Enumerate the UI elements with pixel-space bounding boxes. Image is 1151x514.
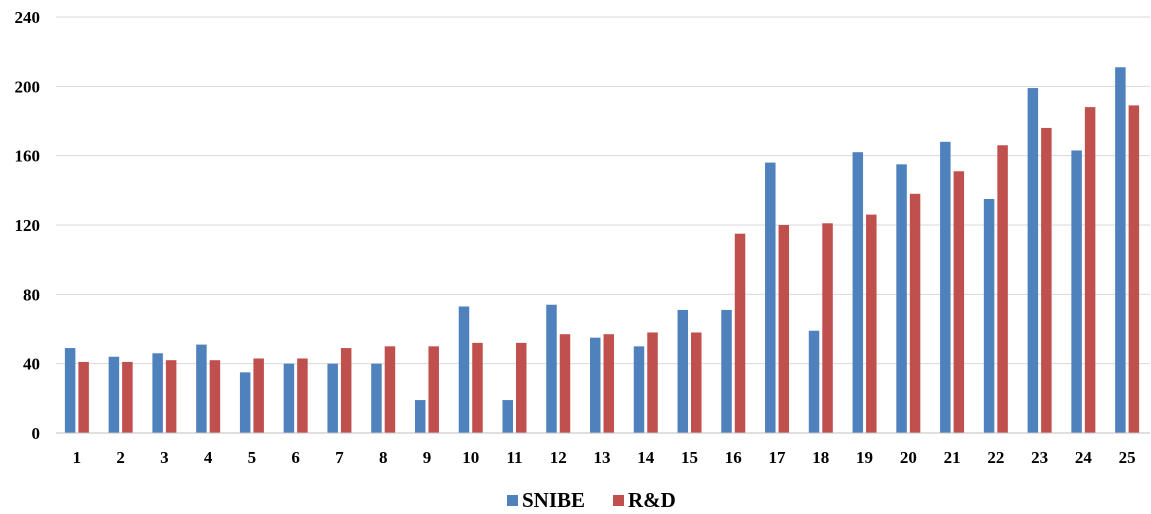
y-tick-label: 80 (23, 285, 40, 304)
legend-swatch (613, 495, 624, 506)
bar-rd-3 (165, 360, 177, 433)
legend-label: R&D (628, 488, 676, 512)
bar-rd-4 (209, 360, 221, 433)
y-tick-label: 0 (32, 424, 41, 443)
bar-snibe-1 (64, 348, 76, 433)
x-tick-label: 15 (681, 448, 698, 467)
bar-rd-16 (734, 233, 746, 433)
bar-snibe-22 (983, 199, 995, 433)
bar-rd-20 (909, 193, 921, 433)
bar-rd-15 (691, 332, 702, 433)
bar-rd-5 (253, 358, 264, 433)
x-tick-label: 3 (160, 448, 169, 467)
bar-rd-18 (822, 223, 833, 433)
bar-rd-12 (559, 334, 571, 433)
bar-rd-21 (953, 171, 965, 433)
x-tick-label: 24 (1075, 448, 1093, 467)
x-tick-label: 10 (462, 448, 479, 467)
bar-snibe-9 (414, 400, 426, 433)
x-tick-label: 21 (944, 448, 961, 467)
x-tick-label: 19 (856, 448, 873, 467)
bar-snibe-14 (633, 346, 645, 433)
y-tick-label: 120 (15, 216, 41, 235)
x-tick-label: 22 (987, 448, 1004, 467)
x-tick-label: 12 (550, 448, 567, 467)
bar-snibe-19 (852, 152, 864, 433)
y-tick-label: 40 (23, 355, 40, 374)
x-tick-label: 13 (594, 448, 611, 467)
x-tick-label: 1 (73, 448, 82, 467)
bar-snibe-23 (1027, 88, 1039, 434)
x-tick-label: 14 (637, 448, 655, 467)
legend: SNIBE R&D (507, 488, 676, 512)
bar-rd-7 (340, 348, 352, 433)
bar-rd-11 (515, 342, 527, 433)
bar-snibe-3 (152, 353, 163, 433)
legend-label: SNIBE (522, 488, 585, 512)
x-tick-label: 17 (769, 448, 787, 467)
bar-rd-1 (78, 361, 89, 433)
x-tick-label: 6 (291, 448, 300, 467)
bar-snibe-5 (239, 372, 251, 433)
bar-rd-2 (122, 361, 133, 433)
bar-snibe-7 (327, 363, 338, 433)
bar-rd-10 (472, 342, 483, 433)
y-tick-label: 160 (15, 147, 41, 166)
bar-snibe-13 (590, 337, 601, 433)
bar-rd-23 (1041, 127, 1052, 433)
bar-snibe-20 (896, 164, 907, 434)
x-tick-label: 4 (204, 448, 213, 467)
bar-rd-19 (866, 214, 877, 433)
bar-rd-6 (297, 358, 308, 433)
x-tick-label: 8 (379, 448, 388, 467)
x-tick-label: 5 (248, 448, 257, 467)
x-tick-label: 9 (423, 448, 432, 467)
bar-rd-9 (428, 346, 439, 433)
gridlines (56, 16, 1150, 365)
x-tick-label: 20 (900, 448, 917, 467)
bar-snibe-24 (1071, 150, 1082, 433)
bar-rd-14 (647, 332, 658, 433)
y-tick-label: 200 (15, 77, 41, 96)
x-tick-label: 11 (506, 448, 522, 467)
bar-rd-17 (778, 225, 790, 433)
bar-snibe-18 (808, 330, 820, 433)
bar-snibe-12 (546, 304, 557, 433)
bar-rd-25 (1128, 105, 1140, 434)
bar-rd-24 (1084, 107, 1096, 433)
y-tick-label: 240 (15, 8, 41, 27)
x-axis-ticks: 1 2 3 4 5 6 7 8 9 10 11 12 13 14 15 16 17 18 19 20 21 22 23 24 2… (73, 448, 1136, 467)
bar-snibe-17 (765, 162, 776, 433)
bar-snibe-11 (502, 400, 513, 433)
y-axis-ticks: 0 40 80 120 160 200 240 (15, 8, 41, 443)
x-tick-label: 23 (1031, 448, 1048, 467)
x-tick-label: 2 (116, 448, 125, 467)
bar-snibe-15 (677, 309, 689, 433)
bar-snibe-25 (1115, 67, 1126, 434)
bar-snibe-4 (196, 344, 207, 433)
bar-snibe-10 (458, 306, 470, 433)
bar-snibe-21 (940, 141, 951, 434)
bar-snibe-6 (283, 363, 295, 433)
bar-rd-22 (997, 145, 1008, 433)
legend-swatch (507, 495, 518, 506)
x-tick-label: 18 (812, 448, 829, 467)
bar-snibe-8 (371, 363, 382, 433)
bar-snibe-2 (108, 356, 120, 433)
x-tick-label: 16 (725, 448, 742, 467)
bar-rd-13 (603, 334, 614, 433)
bars (64, 67, 1140, 434)
x-tick-label: 25 (1119, 448, 1136, 467)
x-tick-label: 7 (335, 448, 344, 467)
bar-snibe-16 (721, 309, 732, 433)
bar-rd-8 (384, 346, 396, 433)
